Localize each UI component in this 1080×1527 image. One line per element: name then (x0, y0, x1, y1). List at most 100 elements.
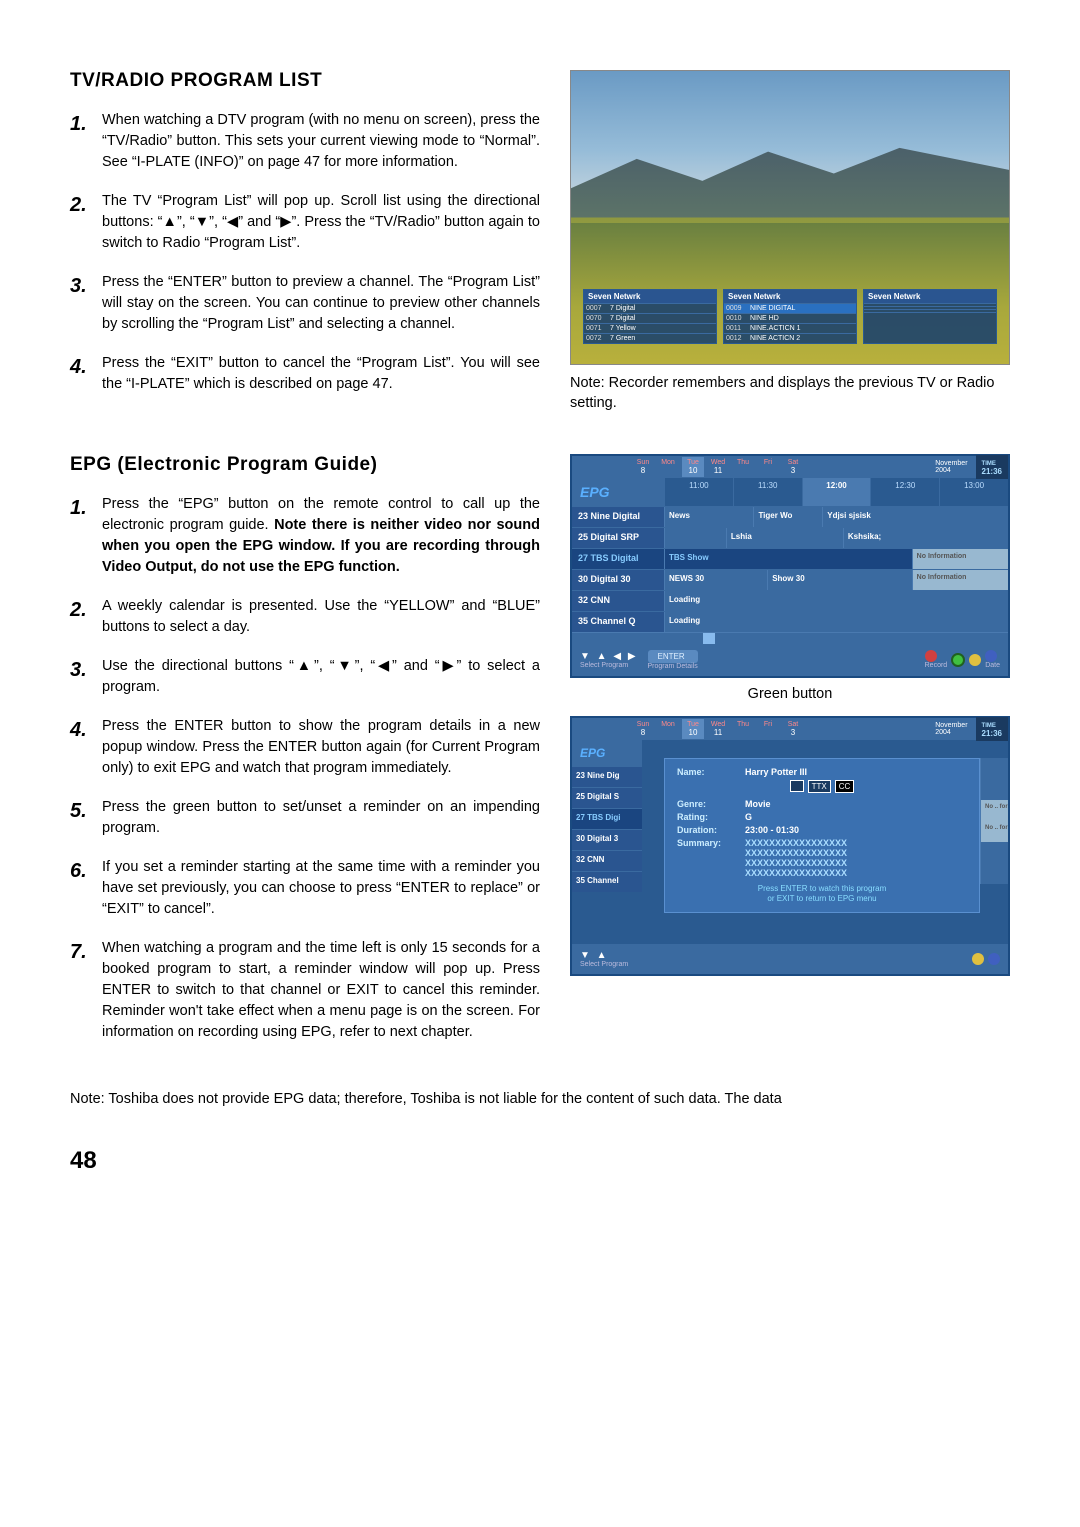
step-text: Press the “ENTER” button to preview a ch… (102, 272, 540, 335)
s2-step-6: 6.If you set a reminder starting at the … (70, 857, 540, 920)
nav-arrows-icon: ▼ ▲ (580, 950, 628, 961)
s1-step-1: 1. When watching a DTV program (with no … (70, 110, 540, 173)
epg-channel[interactable]: 35 Channel (572, 871, 642, 892)
s2-step-4: 4.Press the ENTER button to show the pro… (70, 716, 540, 779)
program-details-label: Program Details (648, 663, 698, 670)
rating-value: G (745, 812, 967, 822)
epg-channel[interactable]: 27 TBS Digital (572, 548, 664, 569)
epg-channel[interactable]: 25 Digital SRP (572, 527, 664, 548)
program-row[interactable]: 00727 Green (584, 333, 716, 343)
epg-channel[interactable]: 30 Digital 3 (572, 829, 642, 850)
ttx-icon: TTX (808, 780, 831, 793)
day-tab[interactable]: Sun8 (632, 457, 654, 477)
program-row[interactable] (864, 312, 996, 315)
tv-screenshot: Seven Netwrk00077 Digital00707 Digital00… (570, 70, 1010, 365)
epg-program-cell[interactable]: Loading (664, 612, 1008, 632)
day-tab[interactable]: Tue10 (682, 457, 704, 477)
step-text: When watching a DTV program (with no men… (102, 110, 540, 173)
s2-step-1: 1.Press the “EPG” button on the remote c… (70, 494, 540, 578)
program-row[interactable]: 00707 Digital (584, 313, 716, 323)
s2-step-7: 7.When watching a program and the time l… (70, 938, 540, 1043)
day-tab[interactable]: Wed11 (707, 719, 729, 739)
section2-title: EPG (Electronic Program Guide) (70, 454, 540, 476)
epg-program-cell[interactable]: Ydjsi sjsisk (822, 507, 1008, 527)
program-row[interactable]: 00077 Digital (584, 303, 716, 313)
page-number: 48 (70, 1147, 1010, 1175)
program-row[interactable]: 0010NINE HD (724, 313, 856, 323)
record-label: Record (925, 662, 948, 669)
step-num: 3. (70, 272, 94, 301)
select-program-label: Select Program (580, 961, 628, 968)
epg-program-cell[interactable]: No Information (912, 570, 1008, 590)
epg-channel[interactable]: 23 Nine Digital (572, 506, 664, 527)
s2-step-2: 2.A weekly calendar is presented. Use th… (70, 596, 540, 638)
epg-program-cell[interactable]: Show 30 (767, 570, 911, 590)
day-tab[interactable]: Fri (757, 457, 779, 477)
tvshot-note: Note: Recorder remembers and displays th… (570, 373, 1010, 414)
program-row[interactable]: 0011NINE.ACTICN 1 (724, 323, 856, 333)
program-detail-panel: Name: Harry Potter III TTX CC Genre: Mov… (664, 758, 980, 914)
epg-channel[interactable]: 25 Digital S (572, 787, 642, 808)
summary-value: XXXXXXXXXXXXXXXXX XXXXXXXXXXXXXXXXX XXXX… (745, 838, 967, 878)
s2-step-3: 3.Use the directional buttons “▲”, “▼”, … (70, 656, 540, 698)
day-tab[interactable]: Fri (757, 719, 779, 739)
epg-program-cell[interactable]: Kshsika; (843, 528, 1008, 548)
epg-program-cell[interactable]: News (664, 507, 753, 527)
epg-channel[interactable]: 23 Nine Dig (572, 766, 642, 787)
red-button-icon[interactable] (925, 650, 937, 662)
program-row[interactable]: 00717 Yellow (584, 323, 716, 333)
epg-program-cell[interactable] (664, 528, 726, 548)
program-name: Harry Potter III (745, 767, 967, 777)
epg-program-cell[interactable]: Tiger Wo (753, 507, 822, 527)
day-tab[interactable]: Wed11 (707, 457, 729, 477)
day-tab[interactable]: Sun8 (632, 719, 654, 739)
s1-step-2: 2. The TV “Program List” will pop up. Sc… (70, 191, 540, 254)
step-num: 1. (70, 110, 94, 139)
epg-channel[interactable]: 30 Digital 30 (572, 569, 664, 590)
yellow-button-icon[interactable] (972, 953, 984, 965)
step-num: 2. (70, 191, 94, 220)
epg-program-cell[interactable]: Lshia (726, 528, 843, 548)
cc-icon: CC (835, 780, 855, 793)
yellow-button-icon[interactable] (969, 654, 981, 666)
program-row[interactable]: 0012NINE ACTICN 2 (724, 333, 856, 343)
epg-channel[interactable]: 32 CNN (572, 850, 642, 871)
epg-program-cell[interactable]: No Information (912, 549, 1008, 569)
epg-channel[interactable]: 32 CNN (572, 590, 664, 611)
day-tab[interactable]: Mon (657, 719, 679, 739)
s1-step-4: 4. Press the “EXIT” button to cancel the… (70, 353, 540, 395)
duration-value: 23:00 - 01:30 (745, 825, 967, 835)
epg-channel[interactable]: 35 Channel Q (572, 611, 664, 632)
section1-title: TV/RADIO PROGRAM LIST (70, 70, 540, 92)
nav-arrows-icon: ▼ ▲ ◀ ▶ (580, 651, 638, 662)
epg-detail-screenshot: Sun8MonTue10Wed11ThuFriSat3 November2004… (570, 716, 1010, 976)
day-tab[interactable]: Tue10 (682, 719, 704, 739)
green-button-icon[interactable] (951, 653, 965, 667)
day-tab[interactable]: Thu (732, 457, 754, 477)
blue-button-icon[interactable] (988, 953, 1000, 965)
day-tab[interactable]: Sat3 (782, 457, 804, 477)
blue-button-icon[interactable] (985, 650, 997, 662)
enter-button[interactable]: ENTER (648, 650, 698, 663)
s2-step-5: 5.Press the green button to set/unset a … (70, 797, 540, 839)
day-tab[interactable]: Thu (732, 719, 754, 739)
program-list: Seven Netwrk0009NINE DIGITAL0010NINE HD0… (723, 289, 857, 344)
genre-label: Genre: (677, 799, 737, 809)
genre-value: Movie (745, 799, 967, 809)
program-row[interactable]: 0009NINE DIGITAL (724, 303, 856, 313)
step-text: Press the “EXIT” button to cancel the “P… (102, 353, 540, 395)
name-label: Name: (677, 767, 737, 777)
day-tab[interactable]: Mon (657, 457, 679, 477)
epg-program-cell[interactable]: TBS Show (664, 549, 912, 569)
bottom-note: Note: Toshiba does not provide EPG data;… (70, 1089, 1010, 1109)
epg-screenshot: Sun8MonTue10Wed11ThuFriSat3 November2004… (570, 454, 1010, 678)
epg-program-cell[interactable]: Loading (664, 591, 1008, 611)
epg-program-cell[interactable]: NEWS 30 (664, 570, 767, 590)
step-num: 4. (70, 353, 94, 382)
epg-logo: EPG (572, 740, 642, 766)
green-button-caption: Green button (570, 686, 1010, 702)
epg-logo: EPG (572, 478, 664, 506)
epg-channel[interactable]: 27 TBS Digi (572, 808, 642, 829)
detail-note-1: Press ENTER to watch this program (677, 884, 967, 894)
day-tab[interactable]: Sat3 (782, 719, 804, 739)
